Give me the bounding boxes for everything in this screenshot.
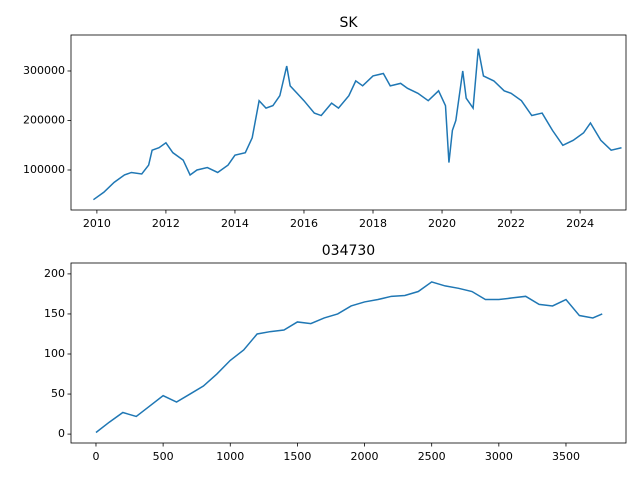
x-tick-label: 2000 bbox=[351, 450, 379, 463]
y-tick-label: 300000 bbox=[23, 64, 65, 77]
y-tick-label: 0 bbox=[58, 427, 65, 440]
y-tick-label: 100 bbox=[44, 347, 65, 360]
x-tick-label: 2018 bbox=[359, 217, 387, 230]
data-line bbox=[92, 48, 622, 201]
y-tick-label: 100000 bbox=[23, 163, 65, 176]
chart-title: 034730 bbox=[322, 243, 375, 259]
x-tick-label: 2024 bbox=[566, 217, 594, 230]
x-tick-label: 3500 bbox=[552, 450, 580, 463]
data-line bbox=[95, 281, 603, 434]
y-tick-label: 200 bbox=[44, 267, 65, 280]
x-tick-label: 2020 bbox=[428, 217, 456, 230]
x-tick-label: 500 bbox=[153, 450, 174, 463]
x-tick-label: 3000 bbox=[485, 450, 513, 463]
x-tick-label: 2010 bbox=[83, 217, 111, 230]
x-tick-label: 0 bbox=[92, 450, 99, 463]
x-tick-label: 2012 bbox=[152, 217, 180, 230]
y-tick-label: 150 bbox=[44, 307, 65, 320]
x-tick-label: 2022 bbox=[497, 217, 525, 230]
axes-frame bbox=[70, 262, 627, 444]
x-tick-label: 1500 bbox=[283, 450, 311, 463]
x-tick-label: 2500 bbox=[418, 450, 446, 463]
x-tick-label: 2016 bbox=[290, 217, 318, 230]
x-tick-label: 2014 bbox=[221, 217, 249, 230]
y-tick-label: 50 bbox=[51, 387, 65, 400]
axes-frame bbox=[70, 34, 627, 211]
chart-title: SK bbox=[339, 15, 358, 31]
y-tick-label: 200000 bbox=[23, 113, 65, 126]
x-tick-label: 1000 bbox=[216, 450, 244, 463]
